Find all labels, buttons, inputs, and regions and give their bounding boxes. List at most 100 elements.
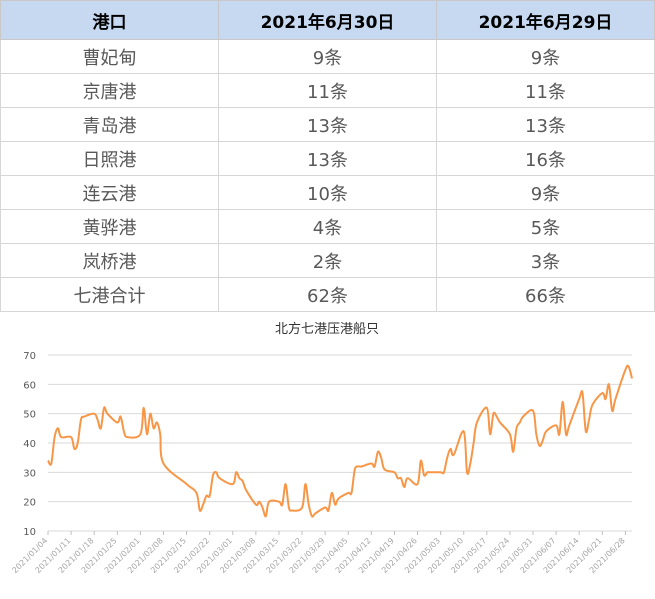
- table-row: 岚桥港 2条 3条: [0, 243, 655, 278]
- data-point: [384, 468, 386, 470]
- data-point: [489, 433, 491, 435]
- data-point: [466, 471, 468, 473]
- port-name-cell: 青岛港: [0, 107, 219, 142]
- data-point: [126, 436, 128, 438]
- data-point: [205, 495, 207, 497]
- data-point: [407, 477, 409, 479]
- data-point: [360, 466, 362, 468]
- data-point: [146, 433, 148, 435]
- port-name-cell: 岚桥港: [0, 243, 219, 278]
- series-layer: [47, 364, 633, 518]
- data-point: [516, 427, 518, 429]
- data-point: [463, 430, 465, 432]
- data-point: [440, 471, 442, 473]
- data-point: [163, 463, 165, 465]
- data-point: [324, 507, 326, 509]
- data-point: [532, 410, 534, 412]
- june-29-count-cell: 11条: [436, 73, 655, 108]
- data-point: [522, 416, 524, 418]
- gridlines: [48, 354, 632, 532]
- port-name-cell: 连云港: [0, 175, 219, 210]
- data-point: [291, 510, 293, 512]
- june-29-count-cell: 13条: [436, 107, 655, 142]
- data-point: [558, 433, 560, 435]
- data-point: [351, 492, 353, 494]
- june-29-count-cell: 66条: [436, 277, 655, 312]
- data-point: [380, 457, 382, 459]
- data-point: [304, 483, 306, 485]
- data-point: [83, 416, 85, 418]
- data-point: [57, 427, 59, 429]
- series-line: [47, 364, 633, 518]
- table-row: 连云港 10条 9条: [0, 175, 655, 210]
- data-point: [281, 504, 283, 506]
- data-point: [443, 471, 445, 473]
- data-point: [106, 413, 108, 415]
- data-point: [238, 477, 240, 479]
- y-tick-label: 60: [23, 380, 36, 391]
- june-29-count-cell: 5条: [436, 209, 655, 244]
- data-point: [255, 504, 257, 506]
- port-name-cell: 七港合计: [0, 277, 219, 312]
- data-point: [539, 445, 541, 447]
- data-point: [93, 413, 95, 415]
- table-header-row: 港口 2021年6月30日 2021年6月29日: [0, 0, 655, 40]
- data-point: [453, 454, 455, 456]
- y-axis-tick-labels: 10 20 30 40 50 60 70: [23, 351, 36, 538]
- data-point: [301, 507, 303, 509]
- data-point: [605, 398, 607, 400]
- port-name-cell: 曹妃甸: [0, 39, 219, 74]
- data-point: [139, 433, 141, 435]
- data-point: [209, 495, 211, 497]
- data-point: [159, 433, 161, 435]
- data-point: [265, 515, 267, 517]
- data-point: [562, 401, 564, 403]
- june-30-count-cell: 11条: [218, 73, 437, 108]
- data-point: [153, 427, 155, 429]
- data-point: [476, 422, 478, 424]
- data-point: [542, 439, 544, 441]
- data-point: [473, 442, 475, 444]
- data-point: [242, 480, 244, 482]
- june-30-count-cell: 13条: [218, 141, 437, 176]
- data-point: [469, 463, 471, 465]
- data-point: [77, 442, 79, 444]
- data-point: [601, 392, 603, 394]
- data-point: [568, 424, 570, 426]
- data-point: [215, 471, 217, 473]
- data-point: [219, 477, 221, 479]
- data-point: [143, 407, 145, 409]
- data-point: [417, 483, 419, 485]
- table-row: 曹妃甸 9条 9条: [0, 39, 655, 74]
- data-point: [519, 422, 521, 424]
- data-point: [149, 413, 151, 415]
- data-point: [186, 483, 188, 485]
- table-row: 京唐港 11条 11条: [0, 73, 655, 108]
- data-point: [354, 468, 356, 470]
- data-point: [54, 436, 56, 438]
- data-point: [120, 416, 122, 418]
- data-point: [565, 433, 567, 435]
- data-point: [578, 398, 580, 400]
- data-point: [103, 407, 105, 409]
- data-point: [268, 501, 270, 503]
- data-point: [446, 457, 448, 459]
- data-point: [308, 504, 310, 506]
- data-point: [615, 398, 617, 400]
- data-point: [50, 463, 52, 465]
- june-30-count-cell: 9条: [218, 39, 437, 74]
- data-point: [591, 404, 593, 406]
- data-point: [400, 477, 402, 479]
- data-point: [100, 427, 102, 429]
- data-point: [116, 422, 118, 424]
- data-point: [393, 471, 395, 473]
- data-point: [492, 413, 494, 415]
- data-point: [608, 383, 610, 385]
- data-point: [499, 422, 501, 424]
- data-point: [47, 460, 49, 462]
- data-point: [450, 448, 452, 450]
- data-point: [611, 410, 613, 412]
- data-point: [397, 477, 399, 479]
- data-point: [73, 448, 75, 450]
- data-point: [235, 471, 237, 473]
